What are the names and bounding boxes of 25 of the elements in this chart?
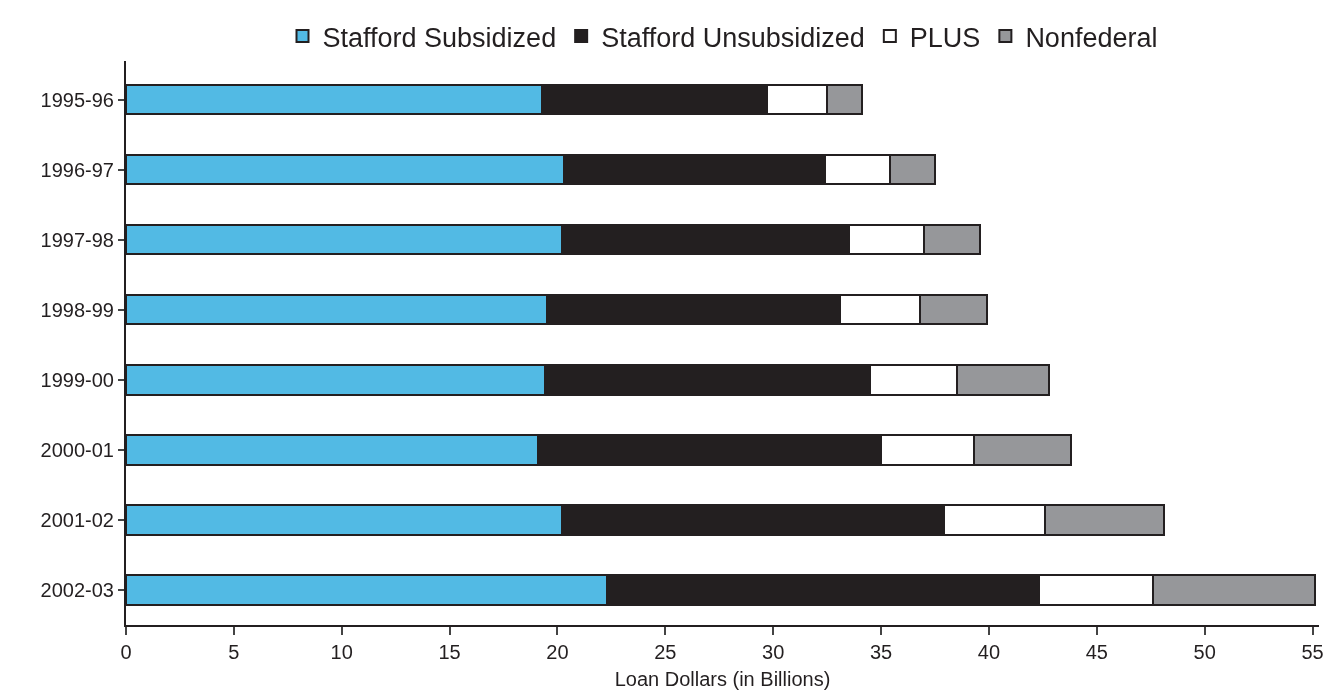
legend-label: PLUS [909,22,981,53]
y-tick-label: 2000-01 [40,438,114,461]
x-tick-label: 10 [330,641,353,663]
y-tick-label: 1997-98 [40,228,114,251]
x-axis-title: Loan Dollars (in Billions) [614,668,831,690]
x-tick-label: 55 [1301,641,1324,663]
y-tick-label: 1999-00 [40,368,114,391]
x-tick-label: 50 [1193,641,1216,663]
y-tick-label: 1995-96 [40,88,114,111]
x-tick-label: 35 [869,641,893,663]
y-tick-label: 2002-03 [40,578,114,601]
y-tick-label: 1996-97 [40,158,114,181]
y-tick-label: 1998-99 [40,298,114,321]
x-tick-label: 0 [120,641,132,663]
x-tick-label: 5 [228,641,240,663]
x-tick-label: 15 [438,641,461,663]
x-tick-label: 25 [654,641,677,663]
legend-label: Stafford Subsidized [322,22,557,53]
x-tick-label: 20 [546,641,569,663]
legend-label: Nonfederal [1025,22,1158,53]
legend-label: Stafford Unsubsidized [601,22,865,53]
y-tick-label: 2001-02 [40,508,114,531]
x-tick-label: 45 [1085,641,1108,663]
x-tick-label: 40 [977,641,1001,663]
x-tick-label: 30 [762,641,785,663]
